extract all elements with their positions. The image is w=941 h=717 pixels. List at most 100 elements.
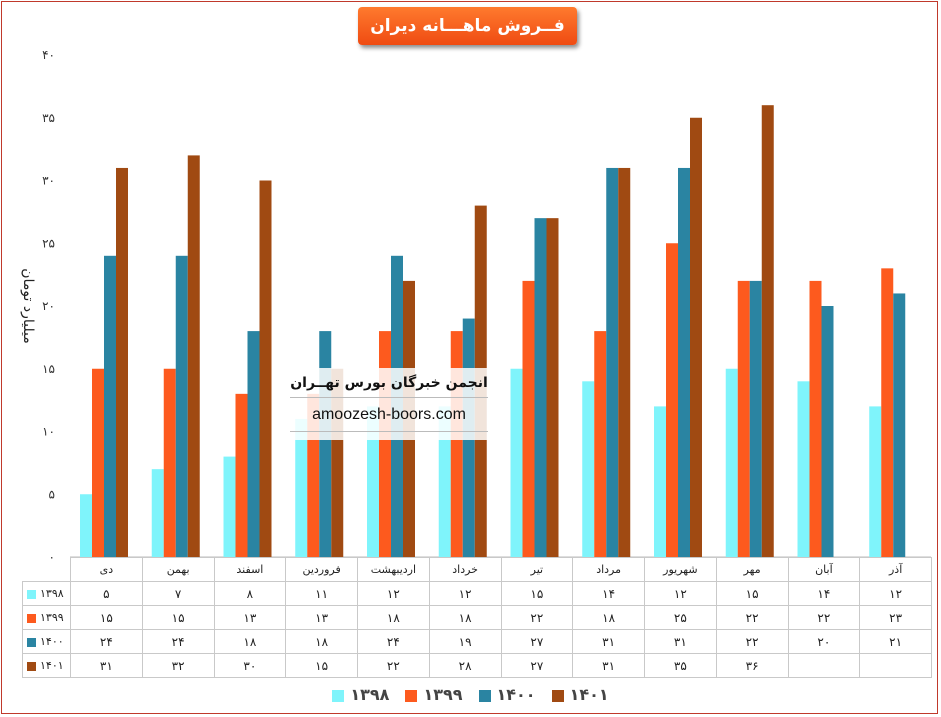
bar bbox=[749, 280, 762, 557]
y-tick-label: ۵ bbox=[49, 487, 55, 501]
bar bbox=[92, 368, 104, 557]
x-tick-label: آبان bbox=[787, 557, 861, 582]
bar bbox=[654, 406, 666, 557]
y-tick-label: ۱۰ bbox=[42, 425, 55, 439]
legend-swatch bbox=[332, 689, 345, 702]
series-row-label: ۱۳۹۸ bbox=[22, 581, 71, 606]
data-label: ۱۴ bbox=[787, 581, 861, 606]
data-label: ۳۰ bbox=[213, 653, 287, 678]
data-label: ۷ bbox=[141, 581, 215, 606]
data-label: ۲۸ bbox=[428, 653, 502, 678]
data-label: ۱۲ bbox=[428, 581, 502, 606]
y-tick-label: ۰ bbox=[49, 550, 55, 560]
bar bbox=[797, 381, 810, 557]
data-label: ۱۲ bbox=[644, 581, 717, 606]
legend: ۱۳۹۸ ۱۳۹۹ ۱۴۰۰ ۱۴۰۱ bbox=[0, 685, 941, 707]
data-label: ۱۵ bbox=[285, 653, 358, 678]
data-label: ۲۲ bbox=[500, 605, 574, 630]
legend-swatch bbox=[405, 689, 418, 702]
table-row: ۱۴۰۱ ۳۱ ۳۲ ۳۰ ۱۵ ۲۲ ۲۸ ۲۷ ۳۱ ۳۵ ۳۶ bbox=[22, 653, 932, 678]
data-label: ۱۴ bbox=[572, 581, 645, 606]
legend-swatch bbox=[551, 689, 564, 702]
bar bbox=[594, 331, 607, 557]
bar bbox=[450, 331, 463, 557]
data-label: ۱۱ bbox=[285, 581, 358, 606]
data-label: ۱۸ bbox=[213, 629, 287, 654]
legend-item: ۱۴۰۰ bbox=[478, 685, 536, 704]
bar bbox=[295, 418, 308, 557]
data-label: ۱۸ bbox=[285, 629, 358, 654]
x-tick-label: بهمن bbox=[141, 557, 215, 582]
bar bbox=[809, 280, 822, 557]
series-swatch bbox=[27, 589, 36, 599]
bar bbox=[247, 331, 260, 557]
table-row: ۱۴۰۰ ۲۴ ۲۴ ۱۸ ۱۸ ۲۴ ۱۹ ۲۷ ۳۱ ۳۱ ۲۲ ۲۰ ۲۱ bbox=[22, 629, 932, 654]
data-label: ۱۹ bbox=[428, 629, 502, 654]
series-row-label: ۱۴۰۱ bbox=[22, 653, 71, 678]
data-label: ۳۵ bbox=[644, 653, 717, 678]
x-tick-label: تیر bbox=[500, 557, 574, 582]
data-label: ۸ bbox=[213, 581, 287, 606]
series-row-label: ۱۳۹۹ bbox=[22, 605, 71, 630]
legend-item: ۱۳۹۹ bbox=[405, 685, 463, 704]
legend-label: ۱۴۰۱ bbox=[569, 685, 609, 704]
x-tick-label: اسفند bbox=[213, 557, 287, 582]
legend-item: ۱۳۹۸ bbox=[332, 685, 389, 704]
bar bbox=[869, 406, 882, 557]
watermark: انجمن خبرگان بورس تهــران amoozesh-boors… bbox=[290, 368, 488, 440]
data-label: ۱۸ bbox=[572, 605, 645, 630]
data-label: ۲۲ bbox=[715, 605, 789, 630]
series-name: ۱۳۹۸ bbox=[40, 587, 64, 600]
y-tick-label: ۴۰ bbox=[42, 48, 55, 62]
watermark-url: amoozesh-boors.com bbox=[290, 398, 488, 432]
bar bbox=[223, 456, 236, 557]
bar bbox=[163, 368, 176, 557]
legend-label: ۱۴۰۰ bbox=[496, 685, 536, 704]
bar bbox=[534, 218, 547, 557]
bar bbox=[725, 368, 738, 557]
data-label bbox=[787, 653, 861, 678]
data-label: ۲۵ bbox=[644, 605, 717, 630]
bar bbox=[379, 331, 391, 557]
bar bbox=[761, 105, 774, 557]
bar bbox=[666, 243, 678, 557]
bar bbox=[367, 406, 379, 557]
data-label: ۲۱ bbox=[859, 629, 932, 654]
bar bbox=[618, 167, 631, 557]
bar bbox=[187, 155, 200, 557]
legend-swatch bbox=[478, 689, 491, 702]
data-label: ۱۳ bbox=[213, 605, 287, 630]
data-label: ۱۲ bbox=[859, 581, 932, 606]
bar bbox=[737, 280, 750, 557]
data-label: ۳۶ bbox=[715, 653, 789, 678]
data-label: ۱۵ bbox=[70, 605, 143, 630]
x-tick-label: آذر bbox=[859, 557, 932, 582]
data-label: ۳۱ bbox=[572, 653, 645, 678]
bar bbox=[546, 218, 559, 557]
data-label: ۲۷ bbox=[500, 629, 574, 654]
data-label: ۳۱ bbox=[572, 629, 645, 654]
series-name: ۱۳۹۹ bbox=[40, 611, 64, 624]
y-axis-label: میلیارد تومان bbox=[20, 268, 36, 343]
data-label: ۱۵ bbox=[141, 605, 215, 630]
bar bbox=[235, 393, 248, 557]
data-label: ۱۲ bbox=[357, 581, 430, 606]
data-label: ۵ bbox=[70, 581, 143, 606]
data-label: ۲۲ bbox=[715, 629, 789, 654]
table-row: ۱۳۹۹ ۱۵ ۱۵ ۱۳ ۱۳ ۱۸ ۱۸ ۲۲ ۱۸ ۲۵ ۲۲ ۲۲ ۲۳ bbox=[22, 605, 932, 630]
data-label: ۱۸ bbox=[428, 605, 502, 630]
x-tick-label: فروردین bbox=[285, 557, 358, 582]
bar bbox=[510, 368, 523, 557]
y-tick-label: ۲۰ bbox=[42, 299, 55, 313]
bar bbox=[438, 406, 451, 557]
series-swatch bbox=[27, 613, 36, 623]
y-tick-label: ۱۵ bbox=[42, 362, 55, 376]
legend-label: ۱۳۹۸ bbox=[350, 685, 390, 704]
chart-title: فــروش ماهـــانه دیران bbox=[358, 7, 577, 45]
data-label: ۲۴ bbox=[357, 629, 430, 654]
series-name: ۱۴۰۱ bbox=[40, 659, 64, 672]
data-label bbox=[859, 653, 932, 678]
data-label: ۲۲ bbox=[357, 653, 430, 678]
bar bbox=[881, 268, 894, 557]
